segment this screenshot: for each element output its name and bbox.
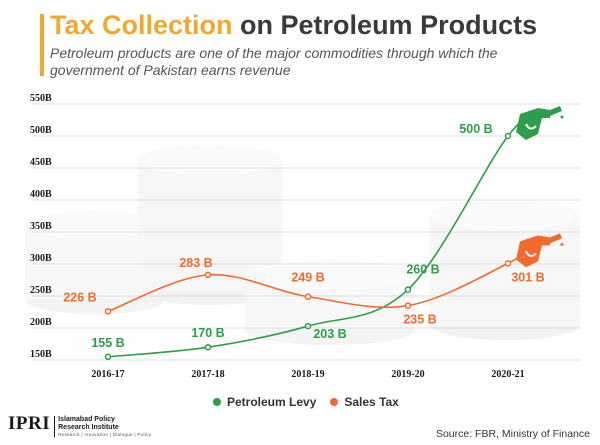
nozzle-drop <box>560 242 564 246</box>
logo-tagline: Research | Innovation | Dialogue | Polic… <box>58 432 152 437</box>
legend-label-sales-tax: Sales Tax <box>344 395 399 409</box>
data-label-petroleum-levy: 203 B <box>313 327 346 341</box>
data-label-petroleum-levy: 170 B <box>191 326 224 340</box>
y-tick-label: 150B <box>30 349 52 360</box>
x-tick-label: 2017-18 <box>191 369 224 380</box>
logo-mark: IPRI <box>8 413 51 434</box>
data-label-petroleum-levy: 260 B <box>406 263 439 277</box>
x-axis: 2016-17 2017-18 2018-19 2019-20 2020-21 <box>91 369 524 380</box>
data-point-petroleum-levy <box>304 322 312 330</box>
nozzle-body <box>516 108 550 140</box>
series-group <box>104 109 547 361</box>
legend-dot-sales-tax <box>330 398 339 406</box>
data-label-sales-tax: 235 B <box>403 313 436 327</box>
ipri-logo: IPRI Islamabad Policy Research Institute… <box>8 413 151 437</box>
fuel-nozzle-icon <box>516 106 564 140</box>
y-tick-label: 250B <box>30 285 52 296</box>
nozzle-trigger <box>525 250 537 257</box>
data-point-sales-tax <box>104 308 112 315</box>
legend-item-sales-tax: Sales Tax <box>330 395 399 409</box>
data-point-sales-tax <box>404 302 412 309</box>
data-label-petroleum-levy: 500 B <box>459 122 492 136</box>
data-point-sales-tax <box>204 271 212 279</box>
x-tick-label: 2016-17 <box>91 369 124 380</box>
data-point-sales-tax <box>304 293 312 300</box>
y-tick-label: 200B <box>30 317 52 328</box>
chart-subtitle: Petroleum products are one of the major … <box>50 45 498 78</box>
logo-name: Islamabad Policy Research Institute <box>58 416 119 431</box>
x-tick-label: 2018-19 <box>291 369 324 380</box>
y-tick-label: 450B <box>30 157 52 168</box>
legend-label-petroleum-levy: Petroleum Levy <box>227 395 317 409</box>
data-label-sales-tax: 226 B <box>63 290 96 304</box>
logo-text: Islamabad Policy Research Institute Rese… <box>54 416 151 437</box>
y-axis: 150B 200B 250B 300B 350B 400B 450B 500B 550B <box>30 93 52 360</box>
data-point-sales-tax <box>504 260 512 267</box>
title-highlight: Tax Collection <box>50 10 233 40</box>
legend: Petroleum Levy Sales Tax <box>213 395 399 409</box>
x-tick-label: 2019-20 <box>391 369 424 380</box>
data-label-sales-tax: 283 B <box>179 256 212 270</box>
data-labels: 155 B 170 B 203 B 260 B 500 B 226 B 283 B 249 B… <box>63 122 544 350</box>
nozzle-body <box>516 235 550 268</box>
y-tick-label: 550B <box>30 93 52 104</box>
data-point-petroleum-levy <box>204 343 212 351</box>
fuel-nozzle-icon <box>516 233 564 268</box>
data-label-sales-tax: 249 B <box>291 271 324 285</box>
x-tick-label: 2020-21 <box>491 369 524 380</box>
data-point-petroleum-levy <box>504 132 512 140</box>
source-note: Source: FBR, Ministry of Finance <box>435 428 590 440</box>
nozzle-drop <box>560 115 564 119</box>
y-tick-label: 400B <box>30 189 52 200</box>
data-point-petroleum-levy <box>104 353 112 361</box>
chart-title: Tax Collection on Petroleum Products <box>50 10 537 41</box>
data-label-sales-tax: 301 B <box>511 270 544 284</box>
data-point-petroleum-levy <box>404 286 412 293</box>
y-tick-label: 500B <box>30 125 52 136</box>
coin-background <box>25 145 580 345</box>
title-rest: on Petroleum Products <box>240 10 538 40</box>
end-icons <box>516 106 564 268</box>
gridlines <box>32 103 580 361</box>
title-accent-bar <box>40 14 44 76</box>
nozzle-spout <box>550 106 562 116</box>
y-tick-label: 300B <box>30 253 52 264</box>
nozzle-spout <box>550 233 562 244</box>
legend-item-petroleum-levy: Petroleum Levy <box>213 395 316 409</box>
legend-dot-petroleum-levy <box>213 398 221 406</box>
y-tick-label: 350B <box>30 221 52 232</box>
nozzle-trigger <box>525 123 537 130</box>
data-label-petroleum-levy: 155 B <box>91 336 124 350</box>
